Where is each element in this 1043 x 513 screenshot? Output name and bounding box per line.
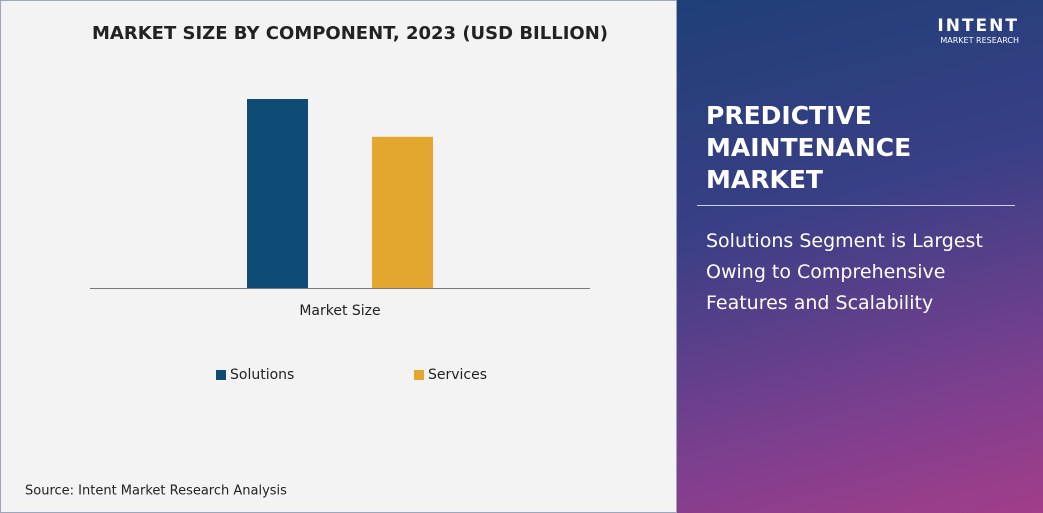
chart-frame	[0, 0, 677, 513]
legend-label: Services	[428, 367, 487, 383]
info-panel: INTENT MARKET RESEARCH PREDICTIVE MAINTE…	[677, 0, 1043, 513]
logo-tagline: MARKET RESEARCH	[940, 36, 1019, 45]
bar	[247, 99, 308, 288]
legend-swatch	[216, 370, 226, 380]
panel-subtitle: Solutions Segment is Largest Owing to Co…	[706, 230, 983, 314]
legend-label: Solutions	[230, 367, 294, 383]
chart: MARKET SIZE BY COMPONENT, 2023 (USD BILL…	[0, 0, 677, 513]
logo-name: INTENT	[937, 16, 1019, 36]
legend-swatch	[414, 370, 424, 380]
logo: INTENT MARKET RESEARCH	[937, 16, 1019, 45]
source: Source: Intent Market Research Analysis	[25, 484, 287, 499]
divider	[697, 205, 1015, 206]
bar	[372, 136, 433, 288]
panel-title: PREDICTIVE MAINTENANCE MARKET	[706, 101, 912, 194]
x-tick-label: Market Size	[299, 303, 380, 319]
chart-title: MARKET SIZE BY COMPONENT, 2023 (USD BILL…	[92, 23, 608, 44]
